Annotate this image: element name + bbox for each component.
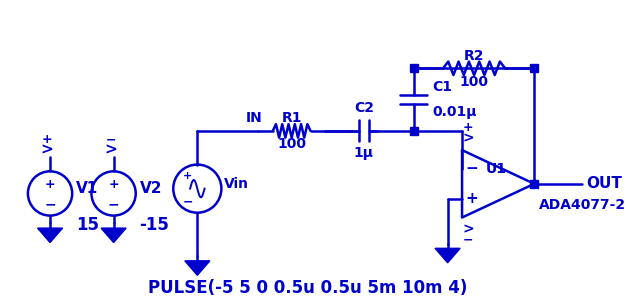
Polygon shape bbox=[462, 150, 534, 218]
Text: PULSE(-5 5 0 0.5u 0.5u 5m 10m 4): PULSE(-5 5 0 0.5u 0.5u 5m 10m 4) bbox=[148, 279, 468, 297]
Text: -15: -15 bbox=[140, 216, 170, 234]
Text: −: − bbox=[106, 133, 116, 146]
Text: 1μ: 1μ bbox=[354, 146, 374, 160]
Text: 0.01μ: 0.01μ bbox=[432, 105, 477, 119]
Text: 100: 100 bbox=[277, 137, 306, 151]
Text: U1: U1 bbox=[486, 162, 507, 177]
Text: >: > bbox=[462, 132, 474, 146]
Polygon shape bbox=[185, 261, 210, 275]
Text: C1: C1 bbox=[432, 80, 452, 94]
Text: −: − bbox=[108, 197, 120, 211]
Text: 100: 100 bbox=[460, 75, 488, 89]
Text: ADA4077-2: ADA4077-2 bbox=[539, 198, 626, 212]
Text: +: + bbox=[183, 171, 193, 181]
Text: −: − bbox=[44, 197, 56, 211]
Text: −: − bbox=[463, 233, 473, 246]
Text: +: + bbox=[465, 192, 478, 207]
Text: Vin: Vin bbox=[224, 177, 250, 191]
Text: +: + bbox=[42, 133, 52, 146]
Text: OUT: OUT bbox=[586, 176, 622, 191]
Text: 15: 15 bbox=[76, 216, 99, 234]
Text: +: + bbox=[45, 178, 56, 191]
Text: +: + bbox=[108, 178, 119, 191]
Text: V1: V1 bbox=[76, 181, 99, 196]
Polygon shape bbox=[435, 248, 460, 263]
Text: +: + bbox=[463, 122, 473, 134]
Text: >: > bbox=[462, 222, 474, 236]
Text: >: > bbox=[41, 143, 54, 157]
Text: R1: R1 bbox=[282, 111, 302, 125]
Polygon shape bbox=[101, 228, 126, 243]
Text: IN: IN bbox=[246, 111, 262, 125]
Text: R2: R2 bbox=[464, 49, 484, 63]
Text: V2: V2 bbox=[140, 181, 162, 196]
Text: >: > bbox=[104, 143, 117, 157]
Text: C2: C2 bbox=[354, 101, 374, 115]
Text: −: − bbox=[182, 196, 193, 209]
Polygon shape bbox=[38, 228, 63, 243]
Text: −: − bbox=[465, 161, 478, 176]
